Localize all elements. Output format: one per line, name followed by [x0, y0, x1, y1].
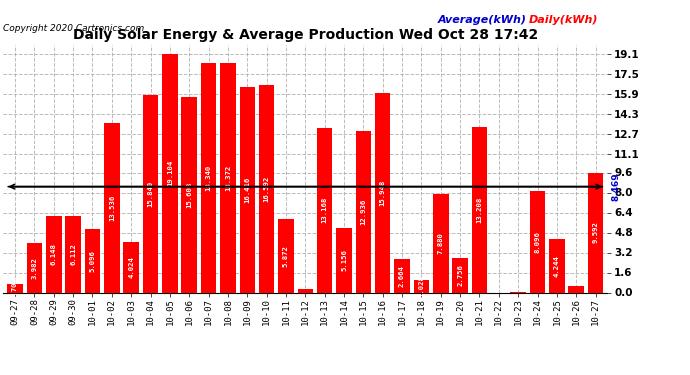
- Text: 5.156: 5.156: [341, 249, 347, 271]
- Bar: [588, 172, 603, 292]
- Text: 6.112: 6.112: [70, 243, 76, 265]
- Text: 16.592: 16.592: [264, 176, 270, 202]
- Text: Copyright 2020 Cartronics.com: Copyright 2020 Cartronics.com: [3, 24, 145, 33]
- Text: 18.340: 18.340: [206, 165, 212, 191]
- Bar: [8, 284, 23, 292]
- Bar: [46, 216, 61, 292]
- Bar: [162, 54, 177, 292]
- Bar: [375, 93, 391, 292]
- Text: 1.028: 1.028: [418, 275, 424, 297]
- Bar: [85, 229, 100, 292]
- Text: Average(kWh): Average(kWh): [438, 15, 527, 25]
- Bar: [453, 258, 468, 292]
- Bar: [259, 85, 275, 292]
- Text: 6.148: 6.148: [51, 243, 57, 265]
- Text: 16.416: 16.416: [244, 177, 250, 203]
- Text: 13.168: 13.168: [322, 197, 328, 223]
- Text: 8.469: 8.469: [611, 172, 620, 201]
- Bar: [395, 259, 410, 292]
- Text: 3.982: 3.982: [32, 256, 37, 279]
- Text: 13.536: 13.536: [109, 195, 115, 221]
- Bar: [433, 194, 448, 292]
- Bar: [124, 242, 139, 292]
- Text: 5.096: 5.096: [90, 250, 95, 272]
- Text: 0.700: 0.700: [12, 277, 18, 299]
- Text: 15.608: 15.608: [186, 182, 193, 208]
- Bar: [104, 123, 119, 292]
- Text: 4.024: 4.024: [128, 256, 134, 278]
- Text: 4.244: 4.244: [554, 255, 560, 277]
- Text: 13.208: 13.208: [477, 197, 482, 223]
- Bar: [336, 228, 352, 292]
- Bar: [220, 63, 236, 292]
- Bar: [472, 128, 487, 292]
- Bar: [317, 128, 333, 292]
- Text: 5.872: 5.872: [283, 245, 289, 267]
- Bar: [278, 219, 294, 292]
- Text: 19.104: 19.104: [167, 160, 173, 186]
- Bar: [549, 240, 564, 292]
- Bar: [201, 63, 216, 292]
- Bar: [66, 216, 81, 292]
- Bar: [569, 286, 584, 292]
- Bar: [143, 94, 158, 292]
- Bar: [239, 87, 255, 292]
- Text: 15.840: 15.840: [148, 180, 153, 207]
- Bar: [414, 280, 429, 292]
- Text: 12.936: 12.936: [360, 198, 366, 225]
- Text: 8.096: 8.096: [535, 231, 540, 253]
- Text: 2.756: 2.756: [457, 264, 463, 286]
- Text: 15.948: 15.948: [380, 180, 386, 206]
- Text: 9.592: 9.592: [593, 222, 599, 243]
- Bar: [181, 98, 197, 292]
- Text: Daily(kWh): Daily(kWh): [529, 15, 598, 25]
- Text: 2.664: 2.664: [399, 265, 405, 287]
- Bar: [355, 131, 371, 292]
- Text: 7.880: 7.880: [437, 232, 444, 254]
- Bar: [297, 290, 313, 292]
- Text: 18.372: 18.372: [225, 165, 231, 191]
- Bar: [27, 243, 42, 292]
- Bar: [530, 191, 545, 292]
- Title: Daily Solar Energy & Average Production Wed Oct 28 17:42: Daily Solar Energy & Average Production …: [72, 28, 538, 42]
